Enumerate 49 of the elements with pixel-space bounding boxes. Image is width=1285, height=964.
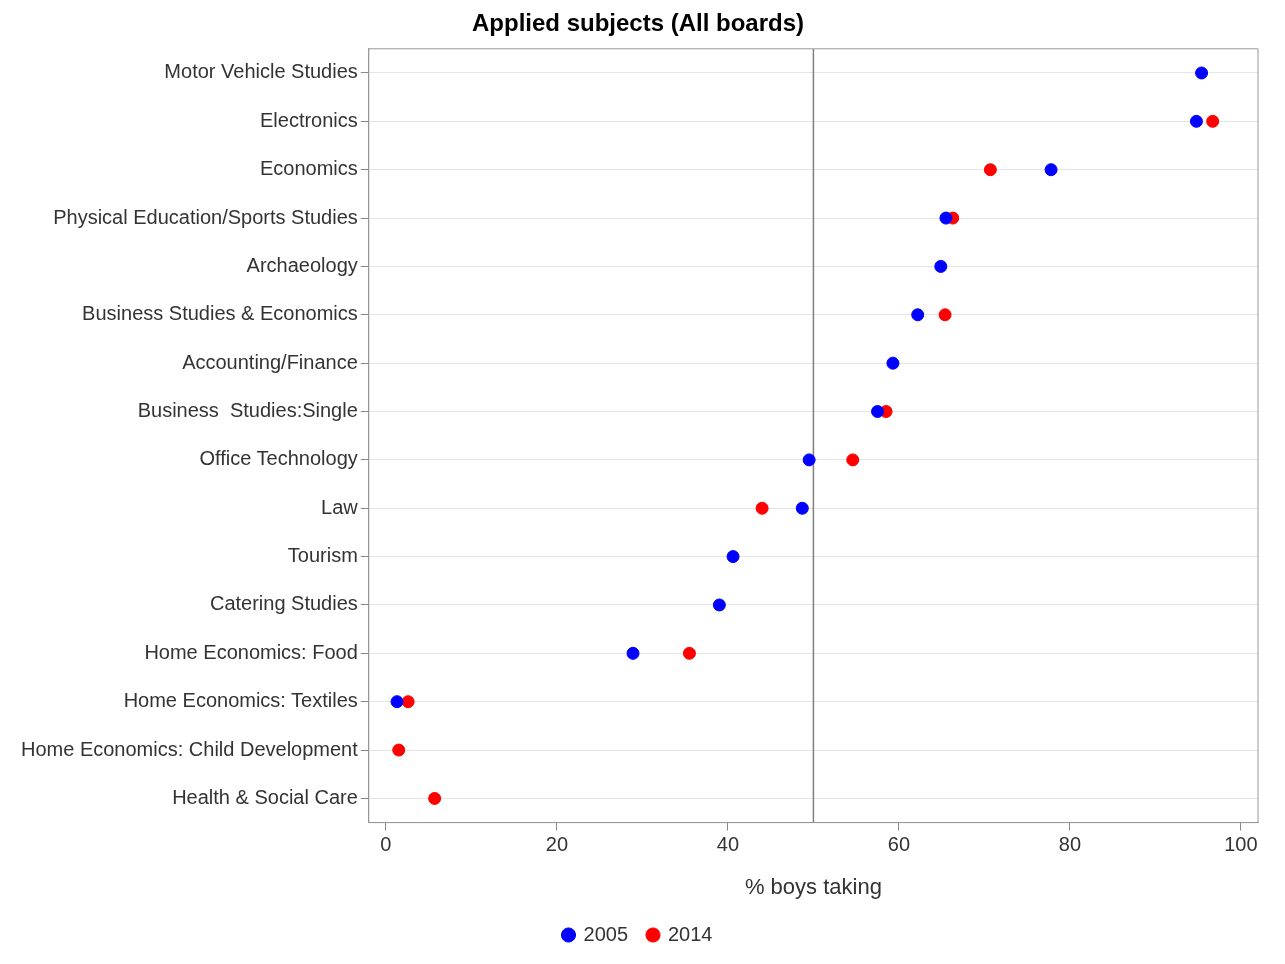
point (1195, 66, 1209, 80)
x-tick-label: 20 (545, 833, 569, 856)
legend-label: 2005 (583, 922, 629, 945)
x-tick-label: 60 (887, 833, 911, 856)
x-tick-label: 80 (1058, 833, 1082, 856)
x-tick-label: 100 (1224, 833, 1258, 856)
x-tick-label: 40 (716, 833, 740, 856)
y-tick-label: Law (321, 495, 359, 518)
point (712, 598, 726, 612)
point (871, 405, 885, 419)
point (390, 695, 404, 709)
y-tick-label: Physical Education/Sports Studies (53, 205, 358, 228)
y-tick-label: Catering Studies (209, 592, 358, 615)
y-tick-label: Home Economics: Child Development (20, 737, 359, 760)
y-tick-label: Home Economics: Food (144, 640, 358, 663)
point (626, 646, 640, 660)
point (755, 501, 769, 515)
y-tick-label: Business Studies & Economics (82, 302, 358, 325)
point (934, 259, 948, 273)
point (401, 695, 415, 709)
y-tick-label: Tourism (287, 544, 358, 567)
y-tick-label: Archaeology (246, 253, 358, 276)
point (983, 163, 997, 177)
x-tick-label: 0 (380, 833, 392, 856)
y-tick-label: Health & Social Care (172, 785, 358, 808)
y-tick-label: Economics (259, 157, 358, 180)
point (911, 308, 925, 322)
point (1189, 114, 1203, 128)
point (886, 356, 900, 370)
point (939, 211, 953, 225)
point (802, 453, 816, 467)
chart-title: Applied subjects (All boards) (471, 9, 805, 37)
y-tick-label: Business Studies:Single (137, 399, 358, 422)
point (428, 791, 442, 805)
point (846, 453, 860, 467)
point (726, 550, 740, 564)
point (1044, 163, 1058, 177)
y-tick-label: Electronics (259, 108, 358, 131)
point (795, 501, 809, 515)
point (938, 308, 952, 322)
y-tick-label: Office Technology (199, 447, 358, 470)
y-tick-label: Accounting/Finance (182, 350, 358, 373)
point (392, 743, 406, 757)
point (682, 646, 696, 660)
x-axis-title: % boys taking (744, 873, 882, 899)
point (1206, 114, 1220, 128)
y-tick-label: Motor Vehicle Studies (164, 60, 358, 83)
legend-label: 2014 (668, 922, 713, 945)
y-tick-label: Home Economics: Textiles (123, 689, 358, 712)
